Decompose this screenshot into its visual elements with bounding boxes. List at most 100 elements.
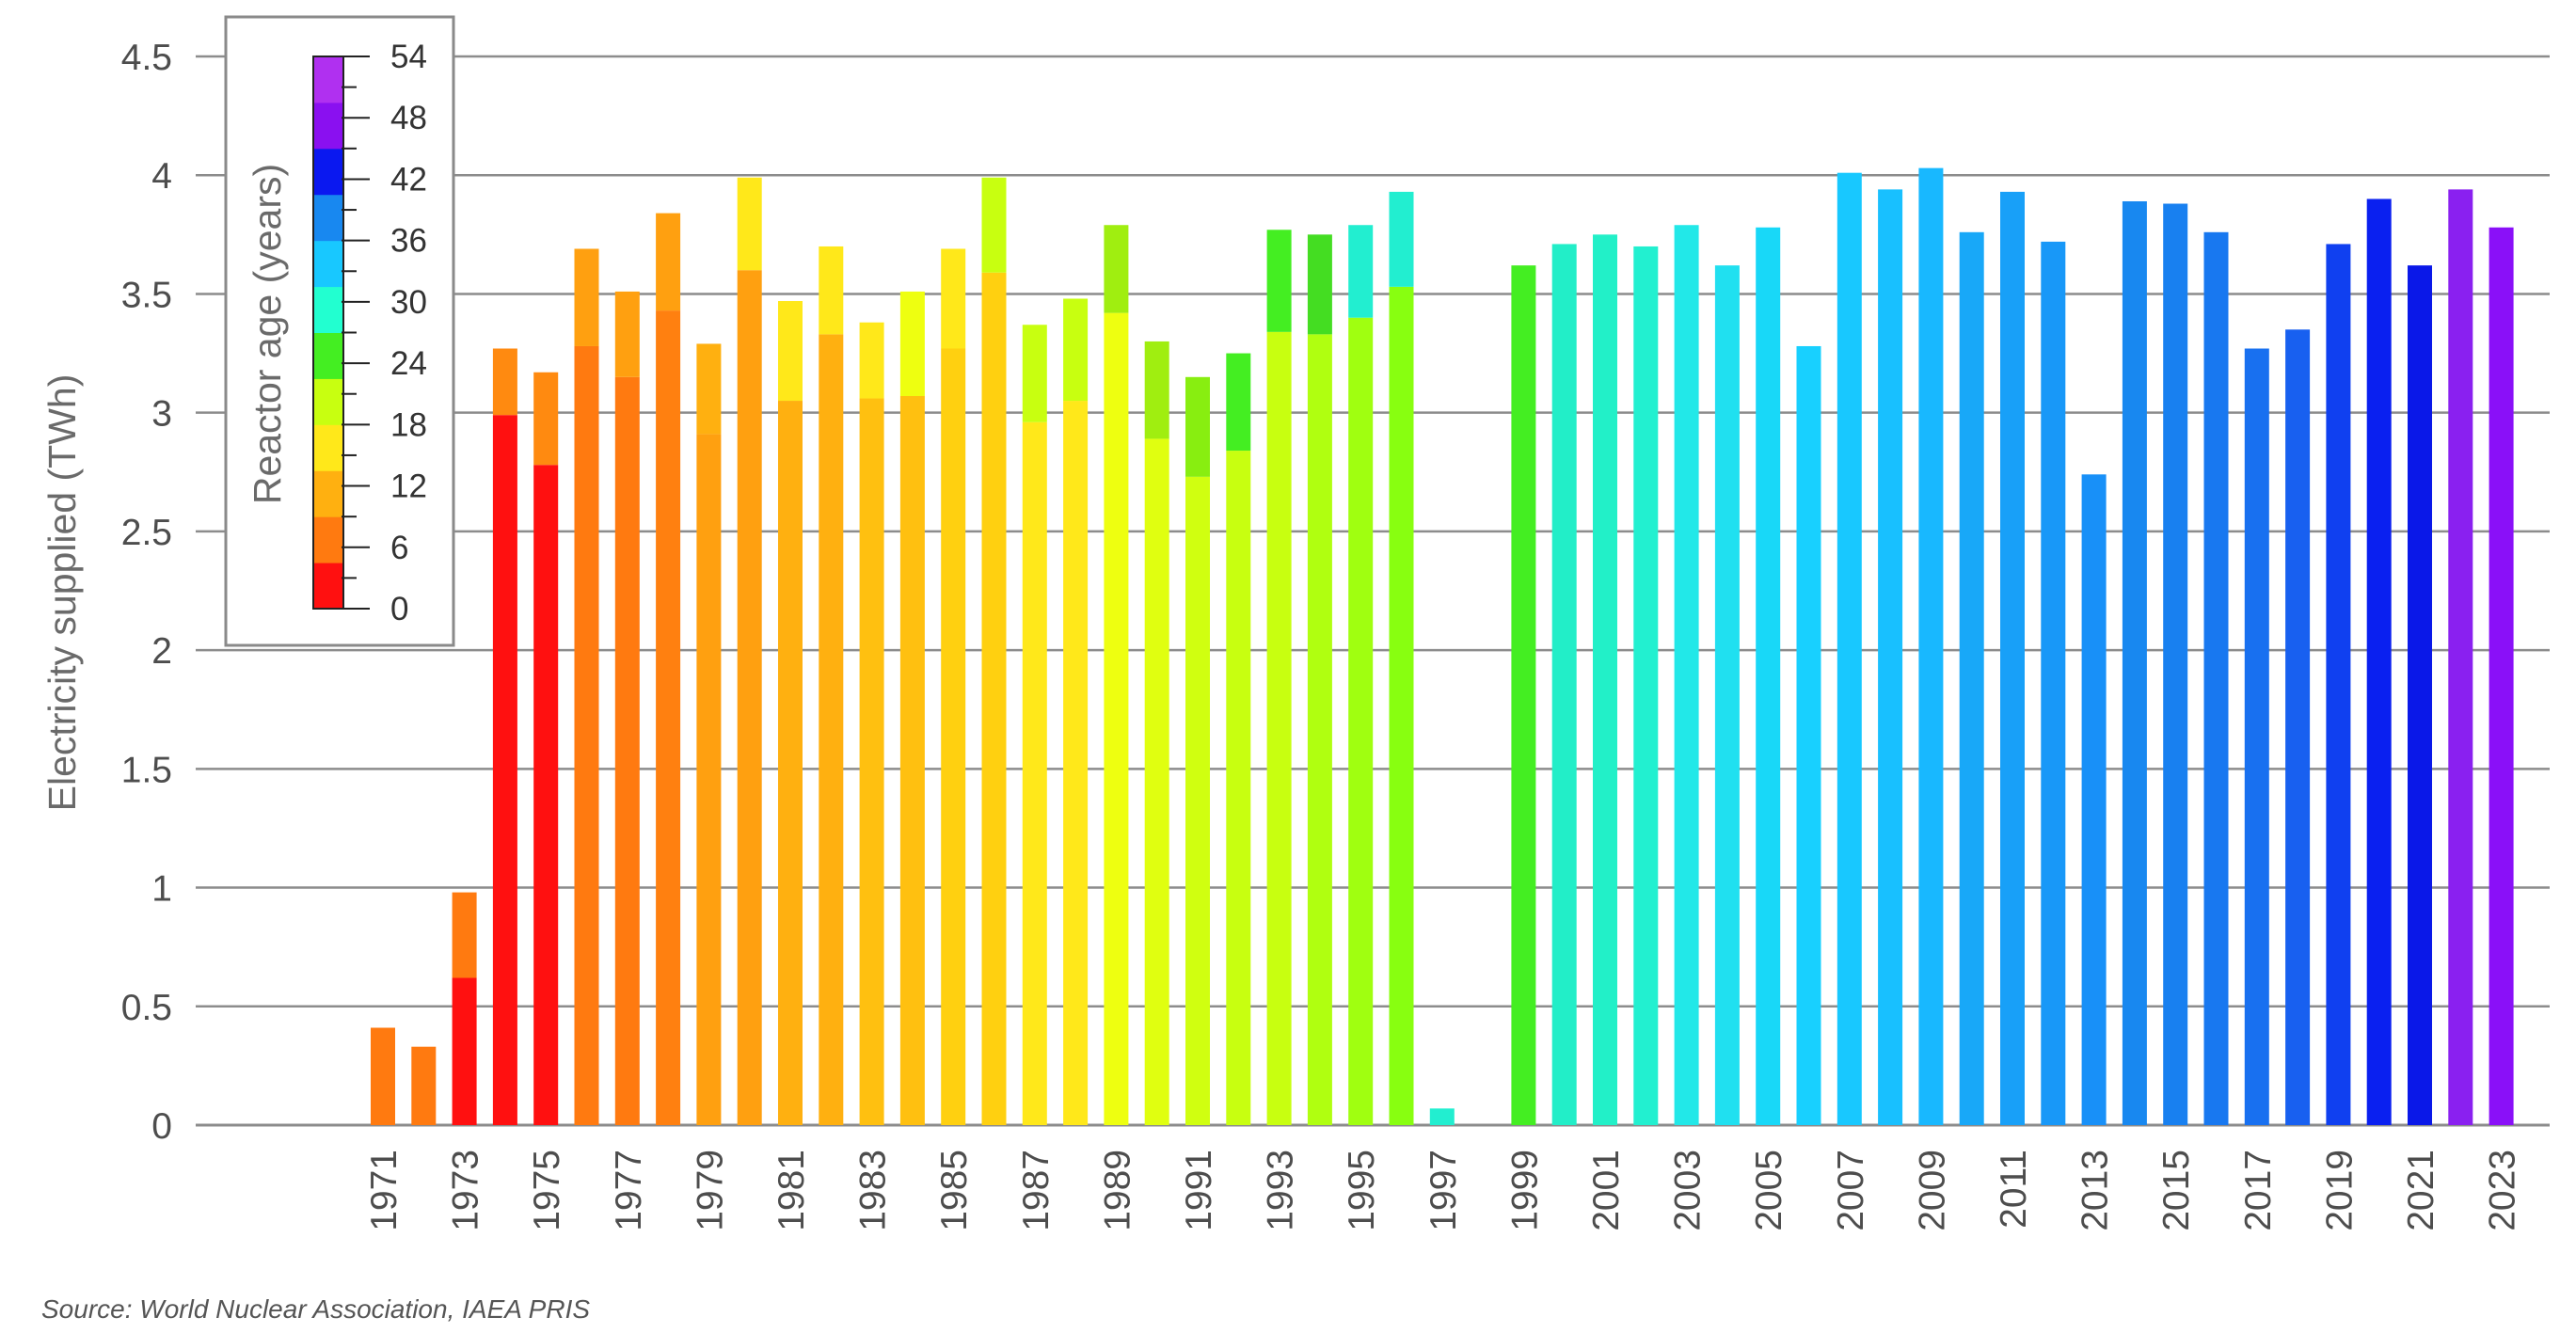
bar-2010-lower <box>1959 231 1984 1125</box>
bar-1977-upper <box>614 291 640 377</box>
bar-2019-lower <box>2326 244 2351 1125</box>
bar-1979-upper <box>696 343 722 435</box>
bar-2011-lower <box>2000 191 2025 1126</box>
x-tick-label: 1985 <box>934 1150 975 1231</box>
axes: 0 0.5 1 1.5 2 2.5 3 3.5 4 4.5 1971 1973 1975 1977 1979… <box>121 38 2523 1231</box>
bar-2004-lower <box>1714 265 1740 1125</box>
bar-1991-lower <box>1185 476 1210 1125</box>
colorbar-tick-label: 24 <box>390 345 427 382</box>
bar-1971-lower <box>371 1027 395 1125</box>
x-tick-label: 2017 <box>2238 1150 2279 1231</box>
colorbar-tick-label: 30 <box>390 284 427 321</box>
colorbar-segment <box>313 424 343 471</box>
bar-1996-upper <box>1389 191 1414 287</box>
bar-1986-upper <box>981 177 1007 273</box>
bar-1974-upper <box>492 348 517 416</box>
y-tick-label: 1.5 <box>121 750 172 790</box>
x-tick-label: 1987 <box>1016 1150 1057 1231</box>
colorbar-segment <box>313 148 343 196</box>
bar-1985-lower <box>941 348 966 1125</box>
y-tick-label: 2 <box>151 631 172 672</box>
colorbar-tick-label: 12 <box>390 468 427 505</box>
bar-1989-lower <box>1104 312 1129 1125</box>
bar-1990-lower <box>1144 438 1169 1125</box>
y-tick-label: 3.5 <box>121 275 172 315</box>
bar-1993-lower <box>1266 331 1292 1125</box>
colorbar-segment <box>313 102 343 150</box>
x-tick-label: 1971 <box>364 1150 405 1231</box>
x-tick-label: 1979 <box>690 1150 730 1231</box>
colorbar-tick-label: 42 <box>390 161 427 198</box>
bar-1993-upper <box>1266 230 1292 332</box>
y-tick-label: 1 <box>151 869 172 910</box>
x-tick-label: 1995 <box>1342 1150 1382 1231</box>
colorbar-segment <box>313 286 343 333</box>
x-tick-label: 2005 <box>1749 1150 1789 1231</box>
bar-1992-lower <box>1226 451 1251 1126</box>
bar-1985-upper <box>941 248 966 349</box>
x-tick-label: 1997 <box>1423 1150 1464 1231</box>
bar-1997-lower <box>1429 1108 1455 1125</box>
bar-2012-lower <box>2041 241 2066 1125</box>
bar-1984-lower <box>899 395 925 1125</box>
x-tick-label: 2007 <box>1831 1150 1871 1231</box>
colorbar-segment <box>313 194 343 242</box>
y-tick-label: 0 <box>151 1106 172 1147</box>
bar-2021-lower <box>2408 265 2432 1125</box>
colorbar-tick-label: 36 <box>390 223 427 260</box>
y-tick-label: 3 <box>151 394 172 435</box>
colorbar-segment <box>313 56 343 103</box>
bar-1982-upper <box>819 246 844 335</box>
bar-2015-lower <box>2163 203 2188 1125</box>
x-tick-label: 1983 <box>853 1150 894 1231</box>
y-tick-label: 2.5 <box>121 513 172 553</box>
colorbar-segment <box>313 516 343 563</box>
y-tick-label: 0.5 <box>121 988 172 1028</box>
bar-1983-lower <box>859 398 884 1125</box>
bar-1981-upper <box>778 301 803 402</box>
bar-2016-lower <box>2203 231 2229 1125</box>
bar-1992-upper <box>1226 353 1251 452</box>
bar-1981-lower <box>778 401 803 1125</box>
x-tick-label: 1999 <box>1504 1150 1545 1231</box>
bar-2000-lower <box>1551 244 1577 1125</box>
y-tick-label: 4 <box>151 156 172 197</box>
bar-1990-upper <box>1144 341 1169 439</box>
colorbar-legend: Reactor age (years) 0 6 12 18 24 30 36 42 48 54 <box>224 15 455 647</box>
x-tick-label: 1993 <box>1261 1150 1301 1231</box>
bar-1973-lower <box>452 977 477 1125</box>
x-tick-label: 2013 <box>2075 1150 2116 1231</box>
colorbar-tick-label: 54 <box>390 39 427 75</box>
colorbar-tick-label: 18 <box>390 406 427 443</box>
x-tick-label: 1977 <box>609 1150 649 1231</box>
bar-1982-lower <box>819 334 844 1125</box>
bar-1980-upper <box>737 177 762 271</box>
bar-1979-lower <box>696 434 722 1125</box>
colorbar-tick-label: 0 <box>390 591 408 627</box>
bar-1978-lower <box>656 310 681 1125</box>
bar-1995-lower <box>1348 317 1374 1125</box>
bar-1972-lower <box>411 1046 437 1125</box>
bars <box>371 167 2514 1126</box>
x-tick-label: 1991 <box>1179 1150 1219 1231</box>
bar-1996-lower <box>1389 286 1414 1126</box>
x-tick-label: 2021 <box>2401 1150 2441 1231</box>
bar-2008-lower <box>1878 189 1903 1125</box>
bar-1999-lower <box>1511 265 1536 1125</box>
bar-2002-lower <box>1633 246 1659 1125</box>
bar-2014-lower <box>2122 200 2147 1126</box>
bar-2023-lower <box>2489 227 2514 1125</box>
bar-1975-upper <box>533 372 559 466</box>
bar-1988-upper <box>1063 298 1089 402</box>
bar-2007-lower <box>1837 172 1862 1126</box>
bar-2009-lower <box>1918 167 1944 1125</box>
colorbar-segment <box>313 332 343 379</box>
bar-2003-lower <box>1674 225 1699 1126</box>
colorbar-segment <box>313 240 343 288</box>
bar-2018-lower <box>2285 329 2311 1125</box>
bar-2013-lower <box>2081 474 2107 1125</box>
bar-2022-lower <box>2448 189 2473 1125</box>
y-axis-title: Electricity supplied (TWh) <box>40 374 84 812</box>
bar-1994-lower <box>1307 334 1332 1125</box>
